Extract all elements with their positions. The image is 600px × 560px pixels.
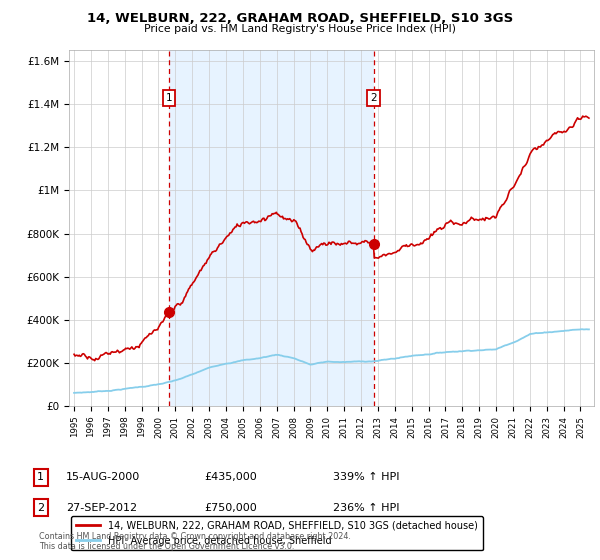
Text: 27-SEP-2012: 27-SEP-2012 xyxy=(66,503,137,513)
Bar xyxy=(169,50,374,406)
Text: 339% ↑ HPI: 339% ↑ HPI xyxy=(333,472,400,482)
Text: £435,000: £435,000 xyxy=(204,472,257,482)
Text: 14, WELBURN, 222, GRAHAM ROAD, SHEFFIELD, S10 3GS: 14, WELBURN, 222, GRAHAM ROAD, SHEFFIELD… xyxy=(87,12,513,25)
Text: Price paid vs. HM Land Registry's House Price Index (HPI): Price paid vs. HM Land Registry's House … xyxy=(144,24,456,34)
Text: Contains HM Land Registry data © Crown copyright and database right 2024.
This d: Contains HM Land Registry data © Crown c… xyxy=(39,532,351,552)
Text: 1: 1 xyxy=(166,93,172,103)
Text: 2: 2 xyxy=(37,503,44,513)
Text: 236% ↑ HPI: 236% ↑ HPI xyxy=(333,503,400,513)
Text: 15-AUG-2000: 15-AUG-2000 xyxy=(66,472,140,482)
Text: £750,000: £750,000 xyxy=(204,503,257,513)
Text: 2: 2 xyxy=(370,93,377,103)
Text: 1: 1 xyxy=(37,472,44,482)
Legend: 14, WELBURN, 222, GRAHAM ROAD, SHEFFIELD, S10 3GS (detached house), HPI: Average: 14, WELBURN, 222, GRAHAM ROAD, SHEFFIELD… xyxy=(71,516,483,550)
